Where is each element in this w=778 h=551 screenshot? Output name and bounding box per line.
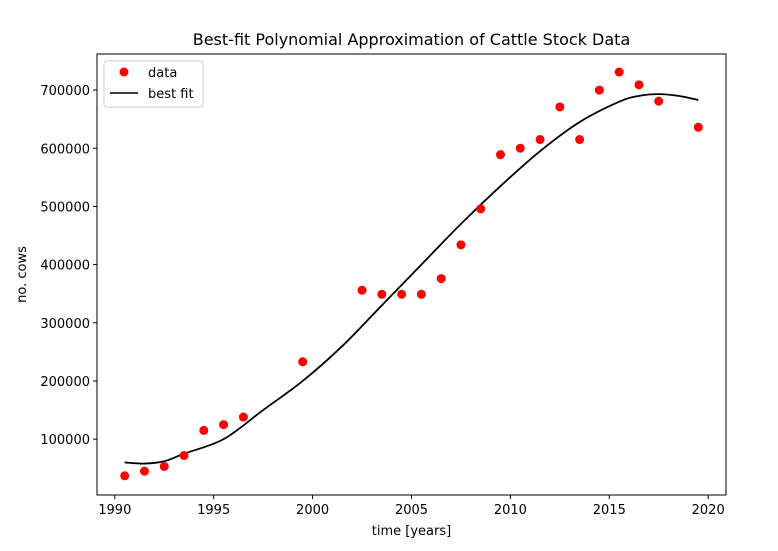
legend-data-label: data bbox=[148, 66, 177, 81]
y-axis-label: no. cows bbox=[15, 246, 30, 303]
data-point bbox=[159, 461, 169, 471]
x-tick-label: 2005 bbox=[395, 503, 428, 518]
data-point bbox=[693, 122, 703, 132]
y-tick-label: 100000 bbox=[40, 433, 90, 448]
chart-title: Best-fit Polynomial Approximation of Cat… bbox=[193, 30, 631, 49]
x-tick-label: 2015 bbox=[593, 503, 626, 518]
legend: data best fit bbox=[103, 60, 204, 108]
data-point bbox=[139, 466, 149, 476]
data-point bbox=[456, 240, 466, 250]
data-point bbox=[634, 80, 644, 90]
data-point bbox=[416, 289, 426, 299]
data-point bbox=[179, 450, 189, 460]
data-point bbox=[535, 135, 545, 145]
data-point bbox=[614, 67, 624, 77]
legend-data-marker bbox=[119, 67, 129, 77]
data-point bbox=[357, 285, 367, 295]
y-tick-label: 400000 bbox=[40, 259, 90, 274]
data-point bbox=[199, 425, 209, 435]
data-point bbox=[555, 102, 565, 112]
y-axis: 100000 200000 300000 400000 500000 600000 7000… bbox=[40, 84, 97, 448]
data-point bbox=[219, 420, 229, 430]
x-tick-label: 2000 bbox=[296, 503, 329, 518]
data-point bbox=[654, 96, 664, 106]
y-tick-label: 600000 bbox=[40, 142, 90, 157]
data-point bbox=[476, 204, 486, 214]
x-axis: 1990 1995 2000 2005 2010 2015 2020 bbox=[98, 495, 725, 518]
data-point bbox=[377, 289, 387, 299]
y-tick-label: 200000 bbox=[40, 375, 90, 390]
data-point bbox=[436, 274, 446, 284]
data-point bbox=[120, 471, 130, 481]
data-point bbox=[298, 357, 308, 367]
data-point bbox=[397, 289, 407, 299]
y-tick-label: 300000 bbox=[40, 317, 90, 332]
x-tick-label: 2010 bbox=[494, 503, 527, 518]
data-point bbox=[515, 143, 525, 153]
data-point bbox=[575, 135, 585, 145]
x-tick-label: 2020 bbox=[692, 503, 725, 518]
x-tick-label: 1995 bbox=[197, 503, 230, 518]
y-tick-label: 500000 bbox=[40, 200, 90, 215]
x-axis-label: time [years] bbox=[372, 524, 451, 539]
x-tick-label: 1990 bbox=[98, 503, 131, 518]
y-tick-label: 700000 bbox=[40, 84, 90, 99]
data-point bbox=[238, 412, 248, 422]
legend-fit-label: best fit bbox=[148, 87, 194, 102]
data-point bbox=[594, 85, 604, 95]
data-points-layer bbox=[120, 67, 703, 481]
data-point bbox=[496, 150, 506, 160]
legend-box bbox=[103, 60, 204, 108]
